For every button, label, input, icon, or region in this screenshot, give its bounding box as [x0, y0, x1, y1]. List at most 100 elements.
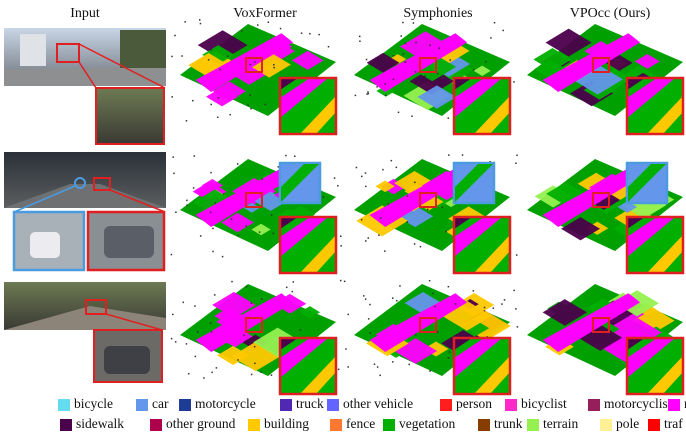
- legend-swatch: [248, 419, 260, 431]
- noise-dot: [379, 217, 382, 219]
- zoom-box: [74, 177, 86, 189]
- noise-dot: [490, 37, 492, 39]
- scene-patch: [375, 180, 395, 193]
- noise-dot: [402, 21, 404, 24]
- road-stripe: [369, 293, 468, 352]
- noise-dot: [434, 305, 436, 308]
- noise-dot: [343, 280, 346, 283]
- car-shape: [104, 226, 154, 258]
- zoom-box: [419, 192, 437, 208]
- noise-dot: [210, 49, 213, 51]
- scene-patch: [639, 326, 673, 347]
- inset-stripe: [454, 217, 472, 229]
- noise-dot: [355, 166, 358, 169]
- road-stripe: [195, 293, 294, 352]
- noise-dot: [171, 96, 173, 98]
- noise-dot: [406, 221, 408, 223]
- noise-dot: [415, 333, 417, 336]
- legend-label: motorcyclist: [604, 396, 672, 411]
- noise-dot: [429, 370, 431, 372]
- zoom-inset: [278, 215, 338, 275]
- noise-dot: [436, 72, 439, 75]
- noise-dot: [256, 24, 259, 26]
- noise-dot: [337, 184, 339, 187]
- scene-patch: [633, 308, 675, 333]
- inset-border: [625, 215, 685, 275]
- noise-dot: [273, 66, 275, 69]
- legend-swatch: [668, 399, 680, 411]
- scene-patch: [617, 201, 638, 213]
- road-stripe: [195, 33, 294, 92]
- zoom-inset: [278, 336, 338, 396]
- inset-stripe: [280, 78, 298, 90]
- noise-dot: [198, 19, 201, 21]
- noise-dot: [472, 69, 475, 71]
- noise-dot: [216, 43, 218, 45]
- road-stripe: [195, 168, 294, 227]
- noise-dot: [210, 330, 213, 333]
- noise-dot: [395, 166, 398, 169]
- inset-stripe: [627, 217, 675, 257]
- scene-patch: [417, 85, 457, 109]
- voxel-scene: [527, 159, 685, 275]
- noise-dot: [270, 374, 273, 376]
- zoom-line: [109, 189, 166, 213]
- noise-dot: [170, 253, 173, 256]
- legend-label: other ground: [166, 416, 236, 431]
- noise-dot: [188, 372, 190, 375]
- noise-dot: [273, 63, 275, 66]
- noise-dot: [300, 32, 303, 34]
- scene-patch: [253, 327, 303, 357]
- noise-dot: [199, 22, 202, 25]
- inset-stripe: [647, 96, 683, 134]
- legend-label: building: [264, 416, 309, 431]
- inset-stripe: [280, 217, 298, 229]
- noise-dot: [207, 59, 210, 61]
- road-stripe: [369, 33, 468, 92]
- zoom-photo: [95, 87, 165, 145]
- noise-dot: [447, 357, 450, 359]
- inset-stripe: [627, 78, 675, 118]
- noise-dot: [447, 117, 450, 119]
- noise-dot: [391, 297, 394, 299]
- voxel-scene: [170, 279, 346, 396]
- noise-dot: [230, 218, 233, 220]
- scene-patch: [545, 28, 592, 57]
- noise-dot: [172, 156, 174, 158]
- noise-dot: [245, 225, 247, 227]
- noise-dot: [171, 55, 173, 58]
- inset-stripe: [647, 356, 683, 394]
- scene-patch: [254, 191, 287, 211]
- road-stripe: [369, 168, 468, 227]
- inset-border: [278, 336, 338, 396]
- noise-dot: [254, 362, 256, 365]
- voxel-scene: [354, 154, 518, 275]
- noise-dot: [376, 86, 378, 88]
- noise-dot: [209, 322, 212, 324]
- noise-dot: [461, 154, 464, 156]
- noise-dot: [203, 377, 205, 379]
- noise-dot: [378, 234, 380, 236]
- zoom-box: [592, 317, 610, 333]
- noise-dot: [414, 71, 417, 73]
- scene-patch: [546, 182, 586, 206]
- legend-swatch: [280, 399, 292, 411]
- noise-dot: [270, 214, 273, 216]
- car-shape: [104, 346, 150, 374]
- noise-dot: [258, 231, 261, 233]
- legend-swatch: [58, 399, 70, 411]
- noise-dot: [186, 204, 188, 206]
- noise-dot: [454, 303, 457, 305]
- noise-dot: [192, 99, 194, 102]
- noise-dot: [369, 332, 371, 334]
- noise-dot: [432, 292, 434, 295]
- noise-dot: [379, 374, 381, 377]
- zoom-line: [78, 61, 97, 89]
- zoom-inset: [625, 336, 685, 396]
- noise-dot: [399, 285, 401, 287]
- noise-dot: [366, 93, 368, 95]
- noise-dot: [223, 193, 225, 195]
- noise-dot: [503, 299, 506, 301]
- noise-dot: [193, 155, 196, 157]
- inset-border: [278, 76, 338, 136]
